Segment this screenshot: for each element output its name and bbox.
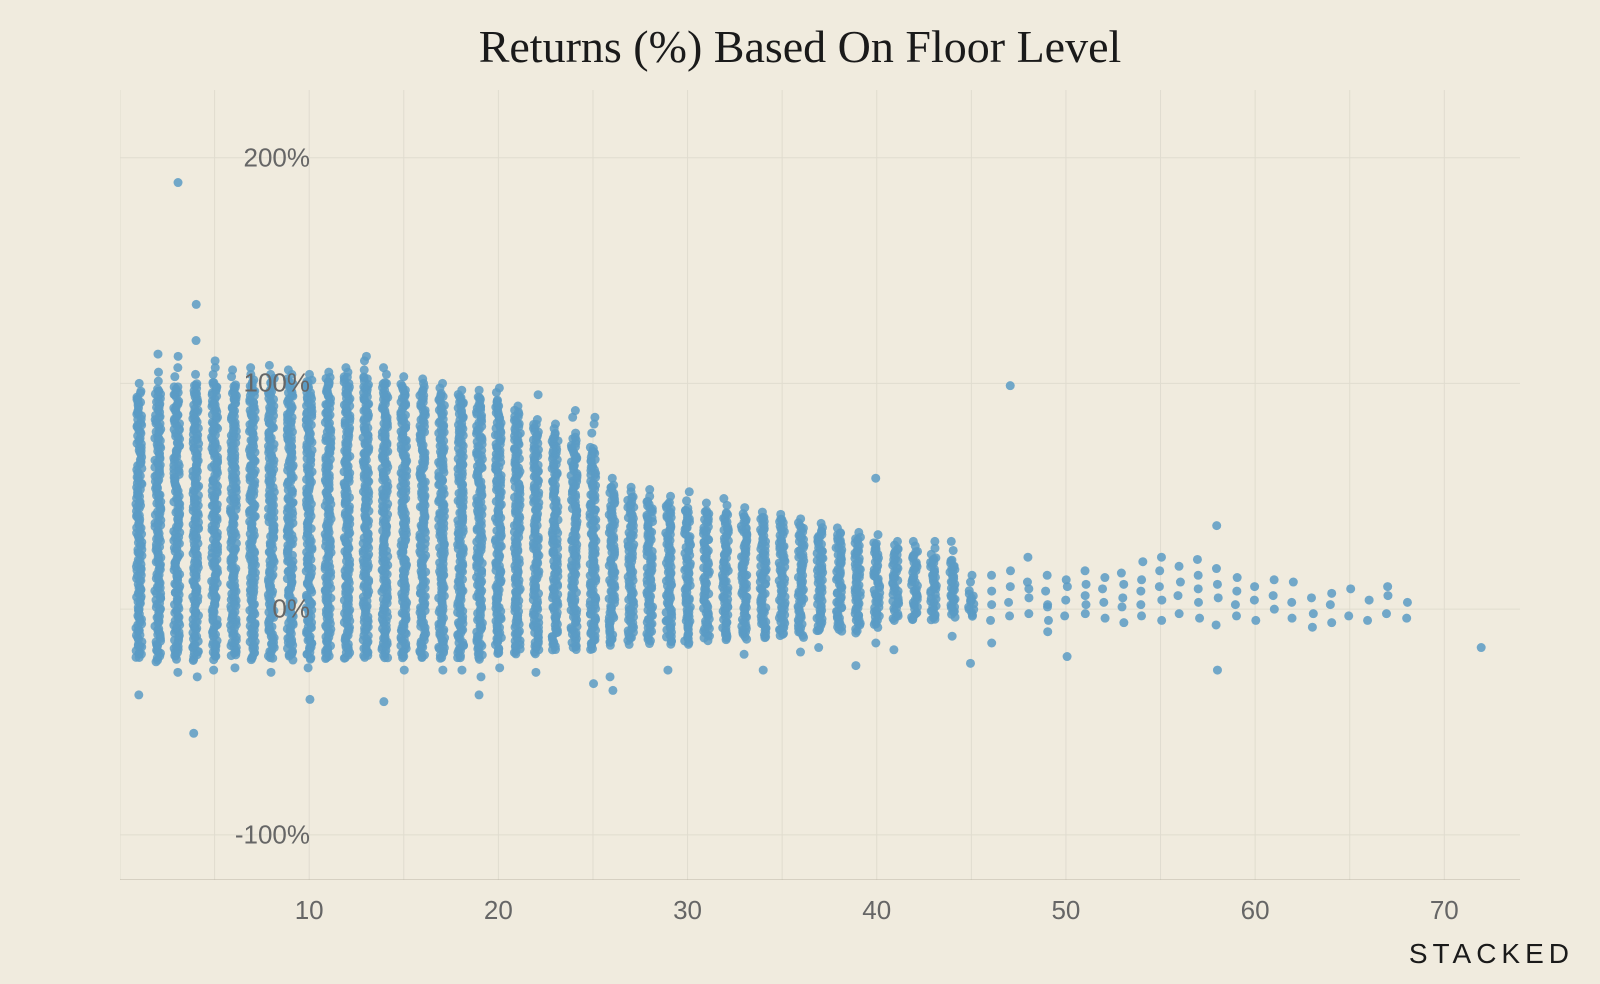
x-tick-label: 60: [1241, 895, 1270, 926]
x-tick-label: 30: [673, 895, 702, 926]
x-tick-label: 70: [1430, 895, 1459, 926]
y-tick-label: -100%: [130, 819, 310, 850]
plot-area: [120, 90, 1520, 880]
chart-container: Returns (%) Based On Floor Level -100% 0%…: [0, 0, 1600, 984]
brand-watermark: STACKED: [1409, 938, 1574, 970]
x-tick-label: 20: [484, 895, 513, 926]
y-tick-label: 0%: [130, 594, 310, 625]
scatter-svg: [120, 90, 1520, 880]
y-tick-label: 200%: [130, 142, 310, 173]
x-tick-label: 10: [295, 895, 324, 926]
chart-title: Returns (%) Based On Floor Level: [0, 20, 1600, 73]
x-tick-label: 40: [862, 895, 891, 926]
y-tick-label: 100%: [130, 368, 310, 399]
x-tick-label: 50: [1051, 895, 1080, 926]
